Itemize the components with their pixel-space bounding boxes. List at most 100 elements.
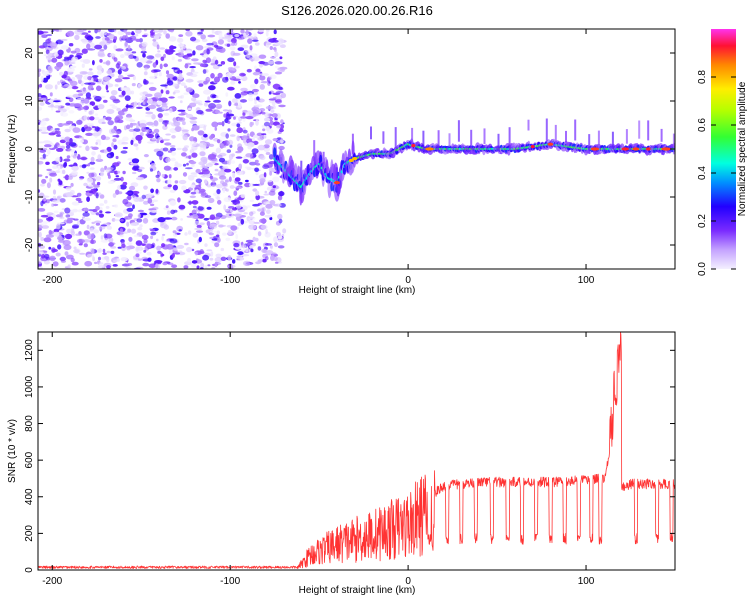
noise-cell bbox=[109, 151, 115, 157]
noise-cell bbox=[214, 163, 219, 166]
noise-cell bbox=[138, 123, 147, 128]
noise-cell bbox=[264, 112, 270, 118]
noise-cell bbox=[199, 151, 206, 157]
signal-streak bbox=[508, 127, 511, 151]
colorbar-gradient bbox=[711, 29, 736, 269]
noise-cell bbox=[113, 29, 117, 33]
noise-cell bbox=[266, 41, 272, 46]
noise-cell bbox=[246, 52, 251, 59]
noise-cell bbox=[161, 173, 165, 178]
colorbar-label: Normalized spectral amplitude bbox=[737, 81, 748, 216]
noise-cell bbox=[142, 34, 148, 38]
noise-cell bbox=[182, 121, 186, 126]
noise-cell bbox=[269, 46, 273, 50]
noise-cell bbox=[44, 70, 50, 76]
noise-cell bbox=[122, 198, 129, 205]
noise-cell bbox=[91, 146, 99, 150]
noise-cell bbox=[242, 109, 248, 113]
noise-cell bbox=[114, 78, 123, 83]
signal-streak bbox=[335, 167, 338, 187]
noise-cell bbox=[108, 237, 114, 243]
noise-cell bbox=[247, 38, 253, 44]
noise-cell bbox=[209, 257, 214, 261]
noise-cell bbox=[65, 149, 69, 152]
noise-cell bbox=[248, 220, 256, 225]
noise-cell bbox=[264, 190, 268, 194]
noise-cell bbox=[53, 210, 59, 214]
noise-cell bbox=[38, 30, 44, 35]
noise-cell bbox=[110, 246, 117, 249]
noise-cell bbox=[139, 38, 143, 43]
noise-cell bbox=[234, 213, 242, 217]
spectrogram-y-label: Frequency (Hz) bbox=[7, 115, 18, 184]
noise-cell bbox=[265, 105, 274, 110]
noise-cell bbox=[63, 162, 67, 168]
noise-cell bbox=[158, 29, 164, 33]
noise-cell bbox=[38, 106, 43, 111]
noise-cell bbox=[130, 90, 135, 95]
noise-cell bbox=[79, 88, 87, 95]
noise-cell bbox=[239, 256, 244, 261]
noise-cell bbox=[264, 117, 270, 122]
noise-cell bbox=[132, 130, 137, 137]
noise-cell bbox=[278, 191, 285, 197]
noise-cell bbox=[206, 48, 210, 55]
signal-streak bbox=[483, 128, 486, 144]
noise-cell bbox=[203, 102, 209, 107]
noise-cell bbox=[216, 139, 221, 144]
noise-cell bbox=[89, 116, 95, 121]
noise-cell bbox=[196, 230, 203, 233]
noise-cell bbox=[226, 113, 235, 117]
noise-cell bbox=[184, 63, 189, 69]
noise-cell bbox=[96, 249, 101, 253]
noise-cell bbox=[217, 154, 223, 158]
noise-cell bbox=[228, 100, 232, 107]
noise-cell bbox=[265, 256, 269, 261]
noise-cell bbox=[268, 167, 274, 173]
noise-cell bbox=[253, 221, 260, 224]
noise-cell bbox=[262, 164, 270, 169]
noise-cell bbox=[166, 243, 174, 250]
noise-cell bbox=[170, 216, 178, 221]
noise-cell bbox=[95, 222, 101, 226]
noise-cell bbox=[124, 95, 131, 101]
noise-cell bbox=[163, 224, 169, 230]
noise-cell bbox=[96, 85, 102, 92]
noise-cell bbox=[143, 185, 148, 190]
noise-cell bbox=[69, 137, 73, 144]
noise-cell bbox=[100, 171, 105, 177]
noise-cell bbox=[231, 213, 234, 219]
noise-cell bbox=[246, 205, 251, 208]
noise-cell bbox=[64, 128, 71, 133]
noise-cell bbox=[266, 29, 270, 32]
noise-cell bbox=[48, 246, 52, 250]
noise-cell bbox=[129, 119, 136, 122]
noise-cell bbox=[240, 87, 248, 92]
noise-cell bbox=[94, 113, 99, 116]
noise-cell bbox=[142, 262, 150, 267]
noise-cell bbox=[171, 151, 177, 156]
signal-streak bbox=[611, 131, 614, 149]
noise-cell bbox=[264, 139, 273, 145]
signal-streak bbox=[497, 133, 500, 152]
noise-cell bbox=[248, 92, 253, 98]
x-tick-label: -200 bbox=[42, 576, 62, 587]
noise-cell bbox=[98, 226, 106, 230]
noise-cell bbox=[260, 81, 269, 84]
noise-cell bbox=[235, 150, 242, 154]
noise-cell bbox=[113, 259, 118, 263]
noise-cell bbox=[209, 135, 214, 140]
noise-cell bbox=[252, 236, 256, 242]
noise-cell bbox=[100, 167, 105, 173]
noise-cell bbox=[259, 155, 266, 160]
noise-cell bbox=[38, 174, 43, 177]
noise-cell bbox=[254, 167, 259, 173]
noise-cell bbox=[197, 206, 204, 211]
y-tick-label: 400 bbox=[24, 488, 35, 505]
noise-cell bbox=[105, 168, 111, 173]
noise-cell bbox=[86, 196, 90, 202]
noise-cell bbox=[61, 85, 69, 88]
noise-cell bbox=[184, 85, 188, 89]
noise-cell bbox=[270, 255, 275, 261]
noise-cell bbox=[272, 39, 279, 43]
